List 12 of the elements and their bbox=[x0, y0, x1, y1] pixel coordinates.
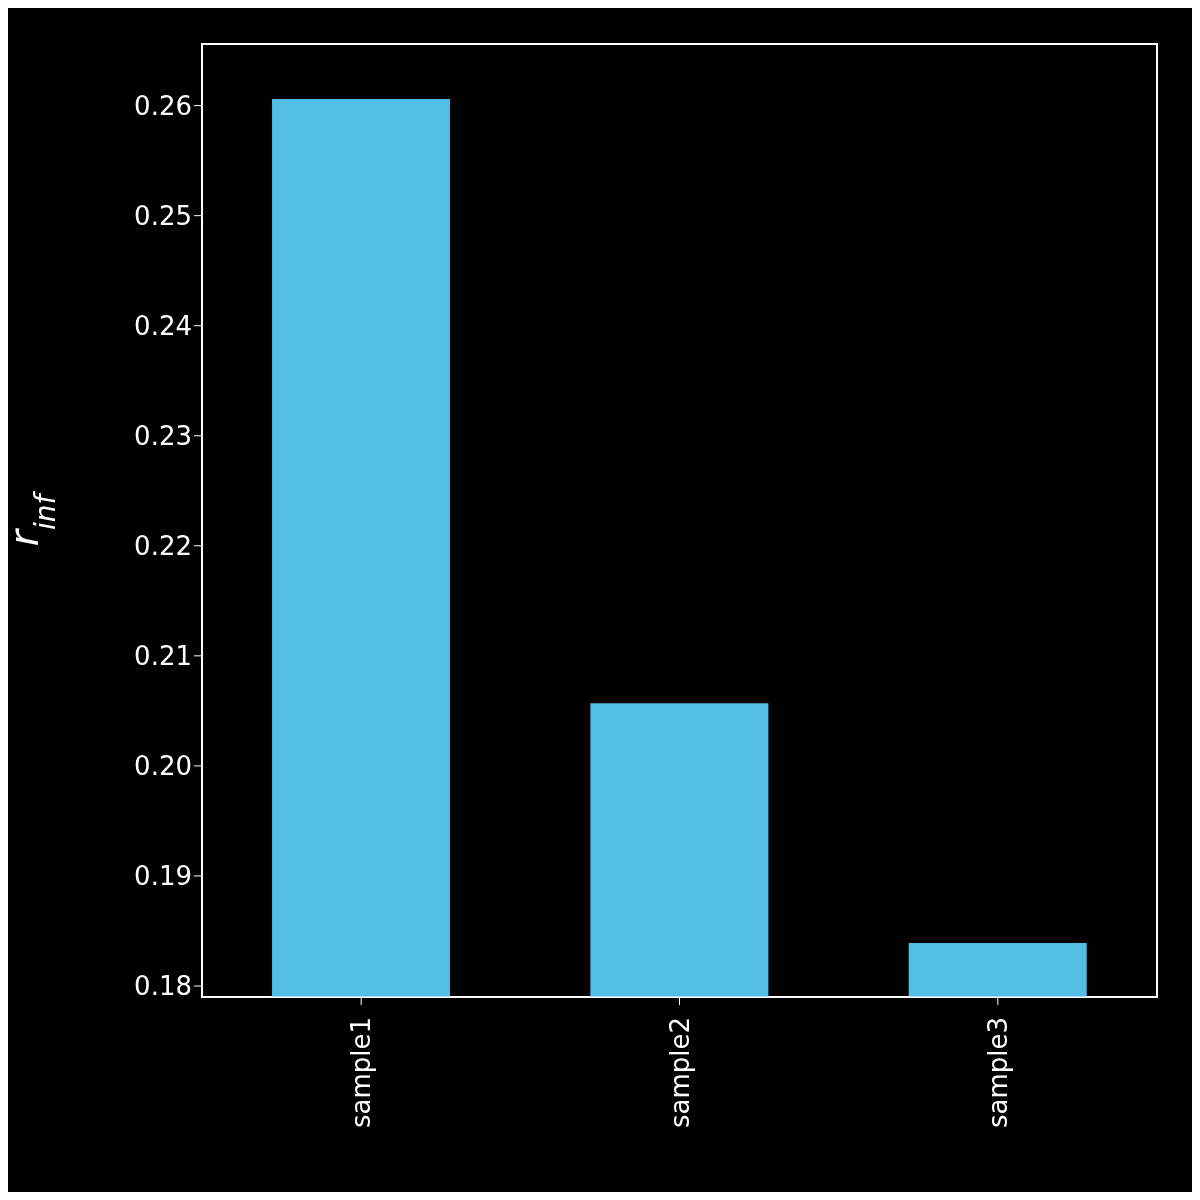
y-tick-label: 0.26 bbox=[134, 90, 192, 121]
y-tick-label: 0.21 bbox=[134, 641, 192, 672]
y-tick-label: 0.19 bbox=[134, 861, 192, 892]
y-tick-label: 0.24 bbox=[134, 310, 192, 341]
x-tick-label: sample2 bbox=[664, 1017, 695, 1129]
x-tick-label: sample3 bbox=[982, 1017, 1013, 1129]
y-tick-label: 0.25 bbox=[134, 200, 192, 231]
y-tick-label: 0.23 bbox=[134, 420, 192, 451]
y-tick-label: 0.22 bbox=[134, 531, 192, 562]
x-tick-label: sample1 bbox=[346, 1017, 377, 1129]
y-tick-label: 0.18 bbox=[134, 971, 192, 1002]
y-tick-label: 0.20 bbox=[134, 751, 192, 782]
